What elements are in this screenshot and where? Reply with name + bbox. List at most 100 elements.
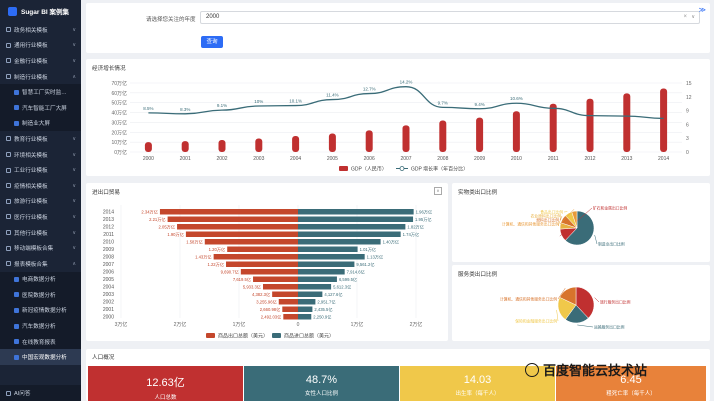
x-tick: 2011 [548, 156, 559, 162]
sidebar-item[interactable]: 制造行业模板 ∧ [0, 69, 81, 85]
folder-icon [6, 167, 11, 173]
import-label: 4,127.6亿 [324, 291, 342, 298]
pie-leader [557, 287, 566, 300]
sidebar-item[interactable]: 报表模板合集 ∧ [0, 256, 81, 272]
gdp-bar [328, 133, 336, 152]
export-bar [167, 216, 298, 222]
pie-slice [575, 286, 595, 319]
growth-label: 10.6% [510, 96, 523, 101]
sidebar-item[interactable]: 通用行业模板 ∨ [0, 38, 81, 54]
sidebar-item[interactable]: 智慧工厂实时监… [0, 84, 81, 100]
sidebar-item[interactable]: 中国宏观数据分析 [0, 349, 81, 366]
pie-label: 计算机、通信和其他服务出口比例 [500, 297, 557, 302]
ai-icon [6, 390, 11, 396]
sidebar-item[interactable]: 工业行业模板 ∨ [0, 162, 81, 178]
year-tick: 2005 [103, 277, 114, 283]
sidebar-item[interactable]: 在线教育报表 [0, 333, 81, 350]
x-tick: 2003 [253, 156, 264, 162]
x-tick: 0 [297, 322, 300, 328]
legend-export-label: 商品出口总额（美元） [218, 333, 268, 340]
year-tick: 2012 [103, 225, 114, 231]
sidebar-item[interactable]: 政务相关模板 ∨ [0, 22, 81, 38]
sidebar-item[interactable]: 新冠疫情数据分析 [0, 302, 81, 319]
collapse-icon[interactable]: ≫ [698, 7, 706, 14]
sidebar-item[interactable]: 教育行业模板 ∨ [0, 131, 81, 147]
folder-icon [6, 183, 11, 189]
year-select[interactable]: 2000 × ∨ [200, 11, 700, 24]
kpi-tile: 6.45 粗死亡率（每千人） [556, 366, 706, 401]
export-label: 7,619.5亿 [233, 276, 251, 283]
pie-leader [559, 217, 562, 221]
sidebar-item[interactable]: 医院数据分析 [0, 287, 81, 303]
sidebar-item[interactable]: 电商数据分析 [0, 271, 81, 288]
population-title: 人口概况 [92, 355, 115, 361]
query-button[interactable]: 查询 [201, 36, 223, 48]
report-icon [14, 276, 19, 282]
import-bar [298, 291, 323, 297]
ai-qa-item[interactable]: AI问答 [0, 385, 81, 401]
app-logo[interactable]: Sugar BI 案例集 [0, 0, 81, 22]
pie-label: 燃料出口比例 [536, 218, 559, 223]
gdp-bar [660, 88, 668, 152]
caret-icon: ∨ [72, 135, 76, 142]
export-bar [253, 276, 298, 282]
sidebar-item[interactable]: 移动端模板合集 ∨ [0, 240, 81, 256]
x-tick: 2004 [290, 156, 301, 162]
sidebar-item[interactable]: 汽车数据分析 [0, 318, 81, 334]
clear-icon[interactable]: × [683, 14, 687, 20]
pie-slice [565, 210, 595, 246]
report-icon [14, 323, 19, 329]
folder-icon [6, 42, 11, 48]
chevron-down-icon[interactable]: ∨ [691, 14, 695, 20]
sidebar-item[interactable]: 金融行业模板 ∨ [0, 53, 81, 69]
sidebar-item[interactable]: 制造业大屏 [0, 115, 81, 132]
kpi-value: 6.45 [620, 374, 642, 386]
app-title: Sugar BI 案例集 [21, 9, 70, 16]
import-bar [298, 314, 312, 320]
caret-icon: ∨ [72, 42, 76, 49]
gdp-title: 经济增长情况 [92, 66, 126, 72]
caret-icon: ∨ [72, 151, 76, 158]
growth-label: 9.1% [217, 103, 227, 108]
export-label: 1.90万亿 [167, 231, 184, 238]
filter-card: 请选择您关注的年度 2000 × ∨ 查询 ≫ [86, 3, 710, 53]
import-bar [298, 276, 337, 282]
sidebar-item[interactable]: 旅游行业模板 ∨ [0, 194, 81, 210]
import-bar [298, 246, 358, 252]
export-bar [240, 269, 298, 275]
pie-leader [556, 309, 559, 322]
export-label: 2.05万亿 [159, 224, 176, 231]
export-label: 2.34万亿 [141, 209, 158, 216]
x-tick: 2001 [180, 156, 191, 162]
report-icon [14, 120, 19, 126]
gdp-bar [476, 117, 484, 152]
sidebar-item[interactable]: 疫情相关模板 ∨ [0, 178, 81, 194]
import-label: 1.40万亿 [383, 239, 400, 246]
sidebar-item[interactable]: 环境相关模板 ∨ [0, 147, 81, 163]
sidebar-item[interactable]: 其他行业模板 ∨ [0, 225, 81, 241]
sidebar-item-label: 汽车数据分析 [22, 324, 56, 331]
legend-import-swatch [272, 333, 281, 338]
export-label: 1.43万亿 [195, 254, 212, 261]
import-label: 1.01万亿 [360, 246, 377, 253]
export-bar [177, 224, 298, 230]
year-tick: 2013 [103, 217, 114, 223]
export-label: 1.22万亿 [207, 261, 224, 268]
growth-label: 10% [254, 99, 263, 104]
caret-icon: ∨ [72, 57, 76, 64]
year-tick: 2000 [103, 315, 114, 321]
kpi-label: 女性人口比例 [304, 391, 338, 397]
import-bar [298, 209, 414, 215]
year-tick: 2004 [103, 285, 114, 291]
y-left-tick: 30万亿 [111, 119, 127, 126]
year-tick: 2001 [103, 307, 114, 313]
y-right-tick: 12 [686, 95, 692, 101]
sidebar-item[interactable]: 汽车智能工厂大屏 [0, 99, 81, 116]
sidebar-item-label: 医院数据分析 [22, 292, 56, 299]
trade-dropdown-icon[interactable]: ∨ [434, 187, 442, 195]
sidebar-item[interactable]: 医疗行业模板 ∨ [0, 209, 81, 225]
sidebar-item-label: 电商数据分析 [22, 277, 56, 284]
import-label: 1.13万亿 [367, 254, 384, 261]
kpi-tile: 48.7% 女性人口比例 [244, 366, 399, 401]
